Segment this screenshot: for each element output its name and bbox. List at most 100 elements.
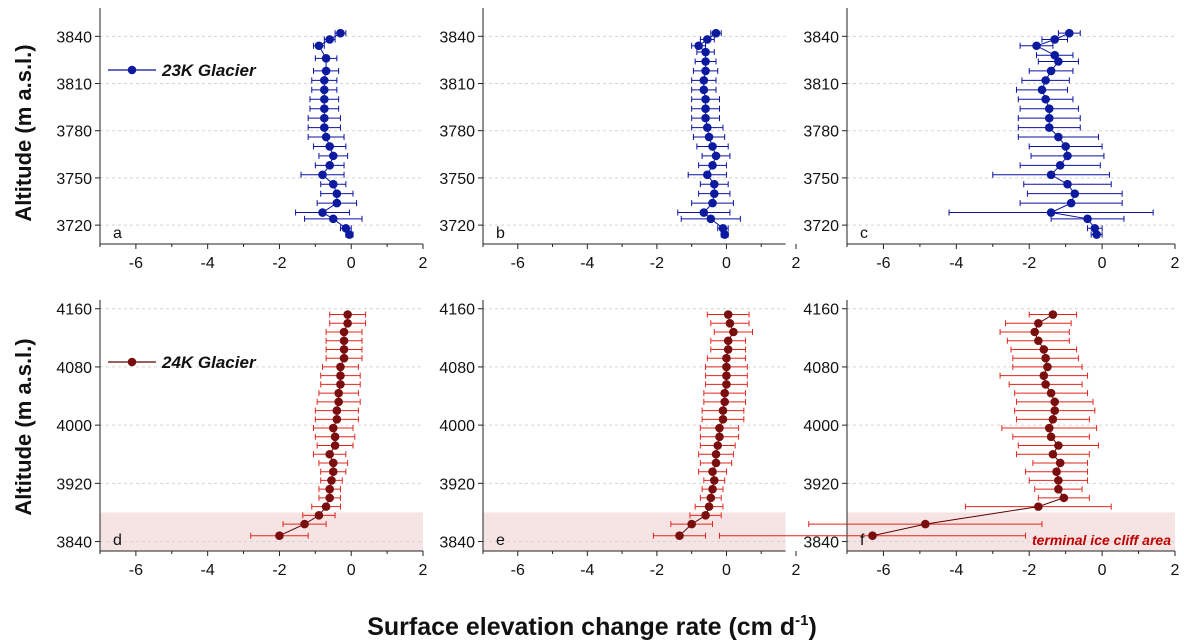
data-point <box>1066 198 1076 208</box>
data-point <box>723 310 733 319</box>
data-point <box>699 85 709 95</box>
data-point <box>722 353 731 363</box>
data-point <box>1041 380 1050 389</box>
data-point <box>1039 345 1049 354</box>
y-axis-label-top: Altitude (m a.s.l.) <box>11 44 36 221</box>
data-point <box>325 484 334 494</box>
x-tick-label: -2 <box>272 255 286 272</box>
y-tick-label: 3720 <box>56 218 92 235</box>
data-point <box>687 519 696 529</box>
zone-label: terminal ice cliff area <box>1032 532 1171 548</box>
data-point <box>1061 142 1070 151</box>
data-point <box>703 123 712 132</box>
y-tick-label: 3840 <box>56 29 92 46</box>
data-point <box>1092 230 1101 239</box>
data-point <box>720 230 730 239</box>
data-point <box>1063 151 1072 161</box>
data-point <box>1046 432 1056 442</box>
x-tick-label: -6 <box>511 255 525 272</box>
y-tick-label: 3750 <box>439 171 475 188</box>
data-point <box>711 28 721 38</box>
data-point <box>701 57 710 66</box>
data-point <box>708 161 717 170</box>
x-axis-label-sup: -1 <box>795 612 808 629</box>
data-point <box>694 41 703 51</box>
data-point <box>1054 57 1063 66</box>
data-point <box>722 380 731 389</box>
data-point <box>711 151 721 161</box>
x-tick-label: -4 <box>949 255 963 272</box>
data-point <box>711 449 721 459</box>
data-point <box>1034 318 1043 328</box>
data-point <box>332 406 342 415</box>
data-point <box>708 142 717 151</box>
data-point <box>701 104 710 113</box>
data-point <box>1043 362 1052 372</box>
data-point <box>675 531 684 541</box>
x-tick-label: -6 <box>876 255 890 272</box>
data-point <box>725 318 735 328</box>
data-point <box>328 467 338 476</box>
data-point <box>328 423 338 433</box>
panel-letter: c <box>860 225 868 242</box>
data-point <box>275 531 284 541</box>
data-point <box>1050 397 1060 407</box>
data-point <box>921 519 930 529</box>
data-point <box>332 415 342 424</box>
data-point <box>1034 336 1043 346</box>
data-point <box>339 353 349 363</box>
data-point <box>720 397 730 407</box>
data-point <box>1054 132 1063 142</box>
data-point <box>320 94 329 104</box>
y-axis-label-bottom: Altitude (m a.s.l.) <box>11 338 36 515</box>
y-tick-label: 3810 <box>803 77 839 94</box>
data-point <box>709 179 719 189</box>
data-point <box>300 519 309 529</box>
data-point <box>339 345 349 354</box>
data-point <box>336 362 345 372</box>
data-point <box>314 511 324 520</box>
data-point <box>345 230 354 239</box>
panel-c: 3720 3750 3780 3810 3840 -6 -4 -2 0 2 c <box>803 8 1180 272</box>
x-tick-label: 0 <box>722 562 731 579</box>
data-point <box>320 123 329 132</box>
data-point <box>339 336 349 346</box>
x-axis-label-end: ) <box>808 613 816 641</box>
data-point <box>1059 493 1069 503</box>
data-point <box>321 54 331 63</box>
y-tick-label: 4080 <box>803 360 839 377</box>
panel-b: 3720 3750 3780 3810 3840 -6 -4 -2 0 2 b <box>439 8 801 272</box>
data-point <box>339 327 349 337</box>
data-point <box>701 113 710 123</box>
panel-d: 3840 3920 4000 4080 4160 -6 -4 -2 0 2 d 24K Glacier <box>56 300 428 579</box>
data-point <box>722 371 731 380</box>
x-tick-label: 2 <box>1171 562 1180 579</box>
data-point <box>713 441 723 450</box>
y-tick-label: 3780 <box>439 124 475 141</box>
data-point <box>321 66 331 76</box>
data-point <box>703 170 712 180</box>
x-tick-label: 2 <box>419 562 428 579</box>
data-point <box>1054 484 1063 494</box>
data-point <box>711 458 721 468</box>
x-tick-label: -4 <box>580 562 594 579</box>
panels: 3720 3750 3780 3810 3840 -6 -4 -2 0 2 a 23K Glacier… <box>56 8 1180 579</box>
data-point <box>1046 208 1056 217</box>
data-point <box>327 476 336 485</box>
y-tick-label: 4000 <box>803 418 839 435</box>
x-axis-label-main: Surface elevation change rate (cm d <box>367 613 795 641</box>
y-tick-label: 4000 <box>56 418 92 435</box>
data-point <box>320 76 329 85</box>
data-point <box>1050 35 1060 44</box>
data-point <box>336 28 345 38</box>
x-tick-label: -4 <box>201 255 215 272</box>
data-point <box>701 94 710 104</box>
x-tick-label: -4 <box>580 255 594 272</box>
y-tick-label: 3720 <box>803 218 839 235</box>
data-point <box>1048 449 1058 459</box>
x-tick-label: 0 <box>722 255 731 272</box>
data-point <box>318 170 327 180</box>
y-tick-label: 4080 <box>439 360 475 377</box>
x-tick-label: -6 <box>511 562 525 579</box>
data-point <box>1046 388 1056 398</box>
